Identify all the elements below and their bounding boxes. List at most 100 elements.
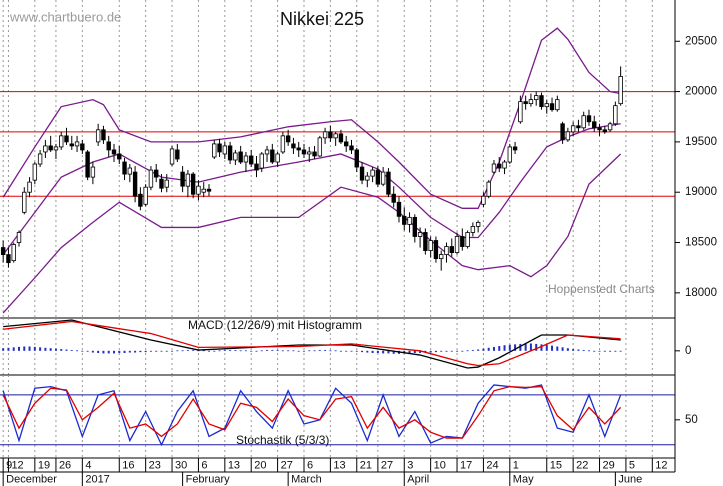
histogram-bar (551, 345, 554, 351)
candle-body (607, 123, 613, 131)
candle-body (407, 216, 412, 225)
candle-body (11, 244, 16, 262)
candle-body (22, 191, 27, 213)
candle-body (544, 103, 549, 108)
histogram-bar (540, 344, 543, 351)
candle-body (359, 166, 365, 181)
candle-body (6, 254, 11, 264)
candle-body (576, 125, 581, 129)
histogram-bar (345, 350, 348, 352)
x-tick-label: 10 (434, 459, 446, 471)
x-tick-label: 15 (550, 459, 562, 471)
candle-body (481, 195, 486, 205)
histogram-bar (2, 348, 5, 351)
candle-body (254, 163, 259, 171)
histogram-bar (81, 350, 84, 352)
candle-body (475, 221, 481, 227)
x-tick-label: 23 (149, 459, 161, 471)
histogram-bar (302, 350, 305, 352)
histogram-bar (165, 350, 168, 352)
candle-body (523, 101, 528, 105)
histogram-bar (456, 350, 459, 352)
histogram-bar (366, 350, 369, 353)
candle-body (433, 240, 439, 260)
candle-body (127, 167, 133, 175)
series-line (3, 320, 621, 367)
histogram-bar (376, 350, 379, 353)
histogram-bar (287, 350, 290, 352)
candle-body (227, 145, 233, 161)
candle-body (138, 193, 143, 207)
y-tick-label: 18000 (685, 287, 717, 299)
histogram-bar (229, 349, 232, 351)
histogram-bar (408, 350, 411, 354)
candle-body (502, 161, 507, 169)
candle-body (307, 151, 312, 155)
histogram-bar (160, 350, 163, 352)
y-tick-label: 19000 (685, 186, 717, 198)
histogram-bar (477, 349, 480, 351)
histogram-bar (387, 350, 390, 354)
candle-body (249, 155, 254, 165)
candle-body (122, 161, 127, 175)
histogram-bar (556, 346, 559, 351)
histogram-bar (371, 350, 374, 353)
candle-body (328, 131, 333, 139)
histogram-bar (334, 350, 337, 352)
histogram-bar (239, 350, 242, 352)
x-tick-label: 22 (576, 459, 588, 471)
histogram-bar (587, 350, 590, 352)
histogram-bar (609, 350, 612, 352)
candle-body (592, 121, 597, 129)
candle-body (143, 186, 148, 205)
histogram-bar (561, 347, 564, 351)
histogram-bar (508, 344, 511, 351)
candle-body (402, 215, 407, 225)
candle-body (164, 179, 169, 188)
x-tick-label: 3 (407, 459, 413, 471)
candle-body (460, 236, 465, 247)
credit: Hoppenstedt Charts (548, 282, 655, 296)
candle-body (285, 135, 291, 143)
x-tick-label: 6 (307, 459, 313, 471)
candle-body (570, 125, 576, 133)
candle-body (391, 193, 396, 203)
histogram-bar (514, 344, 517, 351)
candle-body (111, 149, 117, 155)
candle-body (275, 153, 280, 163)
histogram-bar (276, 349, 279, 351)
histogram-bar (271, 349, 274, 351)
candle-body (497, 163, 502, 169)
candle-body (539, 95, 544, 108)
histogram-bar (171, 350, 174, 352)
histogram-bar (65, 349, 68, 351)
histogram-bar (139, 350, 142, 353)
histogram-bar (192, 349, 195, 351)
candle-body (148, 169, 154, 188)
histogram-bar (186, 349, 189, 351)
candle-body (602, 129, 608, 133)
candle-body (264, 149, 270, 155)
month-label: March (291, 473, 322, 485)
histogram-bar (519, 343, 522, 351)
candle-body (338, 133, 344, 143)
histogram-bar (593, 350, 596, 352)
histogram-bar (577, 349, 580, 351)
y-tick-label: 19500 (685, 136, 717, 148)
candle-body (64, 135, 69, 143)
candle-body (85, 151, 90, 178)
chart-title: Nikkei 225 (280, 9, 364, 29)
histogram-bar (255, 350, 258, 352)
histogram-bar (97, 350, 100, 353)
candle-body (380, 171, 386, 185)
histogram-bar (598, 350, 601, 352)
histogram-bar (234, 349, 237, 351)
x-tick-label: 9 (6, 459, 12, 471)
candle-body (518, 101, 523, 123)
candle-body (185, 173, 191, 187)
candle-body (528, 99, 534, 105)
histogram-bar (545, 344, 548, 351)
candle-body (396, 201, 402, 217)
histogram-bar (466, 350, 469, 352)
